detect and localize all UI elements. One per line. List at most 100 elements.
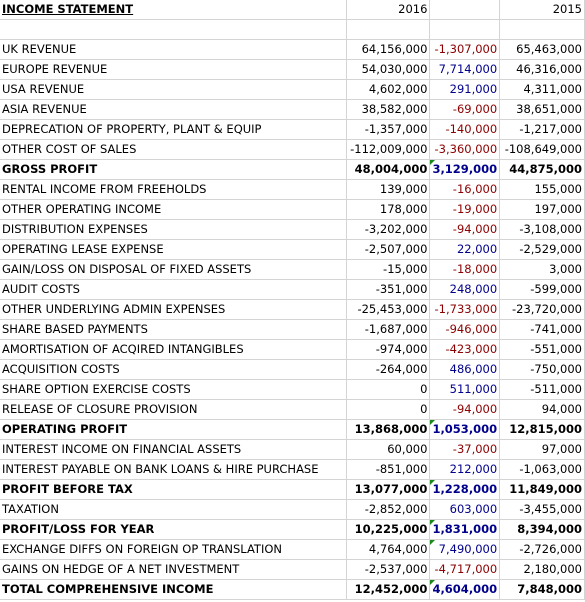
value-2015-cell[interactable]: 197,000 xyxy=(499,199,585,220)
value-2015-cell[interactable]: -511,000 xyxy=(499,379,585,400)
blank-cell[interactable] xyxy=(0,19,347,40)
value-2015-cell[interactable]: 3,000 xyxy=(499,259,585,280)
value-2016-cell[interactable]: -25,453,000 xyxy=(346,299,431,320)
difference-cell[interactable]: -37,000 xyxy=(429,439,501,460)
value-2016-cell[interactable]: -3,202,000 xyxy=(346,219,431,240)
blank-cell[interactable] xyxy=(499,19,585,40)
difference-cell[interactable]: -94,000 xyxy=(429,399,501,420)
value-2016-cell[interactable]: 13,077,000 xyxy=(346,479,431,500)
row-label-cell[interactable]: TAXATION xyxy=(0,499,347,520)
value-2016-cell[interactable]: -1,357,000 xyxy=(346,119,431,140)
row-label-cell[interactable]: UK REVENUE xyxy=(0,39,347,60)
row-label-cell[interactable]: EUROPE REVENUE xyxy=(0,59,347,80)
year-current-header[interactable]: 2016 xyxy=(346,0,431,20)
value-2016-cell[interactable]: 139,000 xyxy=(346,179,431,200)
difference-cell[interactable]: 22,000 xyxy=(429,239,501,260)
row-label-cell[interactable]: GAINS ON HEDGE OF A NET INVESTMENT xyxy=(0,559,347,580)
value-2016-cell[interactable]: 38,582,000 xyxy=(346,99,431,120)
row-label-cell[interactable]: PROFIT/LOSS FOR YEAR xyxy=(0,519,347,540)
row-label-cell[interactable]: INTEREST PAYABLE ON BANK LOANS & HIRE PU… xyxy=(0,459,347,480)
year-prior-header[interactable]: 2015 xyxy=(499,0,585,20)
difference-cell[interactable]: -3,360,000 xyxy=(429,139,501,160)
value-2016-cell[interactable]: 0 xyxy=(346,399,431,420)
value-2015-cell[interactable]: -2,726,000 xyxy=(499,539,585,560)
difference-cell[interactable]: -16,000 xyxy=(429,179,501,200)
value-2016-cell[interactable]: 48,004,000 xyxy=(346,159,431,180)
difference-cell[interactable]: 248,000 xyxy=(429,279,501,300)
difference-cell[interactable]: 486,000 xyxy=(429,359,501,380)
value-2016-cell[interactable]: 178,000 xyxy=(346,199,431,220)
row-label-cell[interactable]: AMORTISATION OF ACQIRED INTANGIBLES xyxy=(0,339,347,360)
difference-cell[interactable]: 7,714,000 xyxy=(429,59,501,80)
difference-cell[interactable]: 1,831,000 xyxy=(429,519,501,540)
value-2016-cell[interactable]: 60,000 xyxy=(346,439,431,460)
value-2016-cell[interactable]: 0 xyxy=(346,379,431,400)
row-label-cell[interactable]: SHARE OPTION EXERCISE COSTS xyxy=(0,379,347,400)
difference-cell[interactable]: -18,000 xyxy=(429,259,501,280)
value-2015-cell[interactable]: -2,529,000 xyxy=(499,239,585,260)
value-2015-cell[interactable]: 12,815,000 xyxy=(499,419,585,440)
row-label-cell[interactable]: ACQUISITION COSTS xyxy=(0,359,347,380)
difference-cell[interactable]: -423,000 xyxy=(429,339,501,360)
value-2015-cell[interactable]: -551,000 xyxy=(499,339,585,360)
value-2015-cell[interactable]: 38,651,000 xyxy=(499,99,585,120)
value-2016-cell[interactable]: 54,030,000 xyxy=(346,59,431,80)
row-label-cell[interactable]: RENTAL INCOME FROM FREEHOLDS xyxy=(0,179,347,200)
diff-header-cell[interactable] xyxy=(429,0,501,20)
row-label-cell[interactable]: OTHER UNDERLYING ADMIN EXPENSES xyxy=(0,299,347,320)
value-2016-cell[interactable]: 64,156,000 xyxy=(346,39,431,60)
difference-cell[interactable]: -1,733,000 xyxy=(429,299,501,320)
value-2016-cell[interactable]: 12,452,000 xyxy=(346,579,431,600)
value-2015-cell[interactable]: 97,000 xyxy=(499,439,585,460)
value-2015-cell[interactable]: 65,463,000 xyxy=(499,39,585,60)
difference-cell[interactable]: 1,228,000 xyxy=(429,479,501,500)
row-label-cell[interactable]: OTHER COST OF SALES xyxy=(0,139,347,160)
value-2015-cell[interactable]: -108,649,000 xyxy=(499,139,585,160)
sheet-title-cell[interactable]: INCOME STATEMENT xyxy=(0,0,347,20)
difference-cell[interactable]: -4,717,000 xyxy=(429,559,501,580)
row-label-cell[interactable]: GROSS PROFIT xyxy=(0,159,347,180)
value-2016-cell[interactable]: -2,537,000 xyxy=(346,559,431,580)
row-label-cell[interactable]: AUDIT COSTS xyxy=(0,279,347,300)
value-2015-cell[interactable]: 2,180,000 xyxy=(499,559,585,580)
value-2015-cell[interactable]: 44,875,000 xyxy=(499,159,585,180)
value-2015-cell[interactable]: 11,849,000 xyxy=(499,479,585,500)
row-label-cell[interactable]: GAIN/LOSS ON DISPOSAL OF FIXED ASSETS xyxy=(0,259,347,280)
value-2015-cell[interactable]: 7,848,000 xyxy=(499,579,585,600)
difference-cell[interactable]: 1,053,000 xyxy=(429,419,501,440)
value-2016-cell[interactable]: 13,868,000 xyxy=(346,419,431,440)
value-2016-cell[interactable]: -2,852,000 xyxy=(346,499,431,520)
difference-cell[interactable]: -1,307,000 xyxy=(429,39,501,60)
difference-cell[interactable]: -140,000 xyxy=(429,119,501,140)
row-label-cell[interactable]: TOTAL COMPREHENSIVE INCOME xyxy=(0,579,347,600)
row-label-cell[interactable]: SHARE BASED PAYMENTS xyxy=(0,319,347,340)
value-2015-cell[interactable]: 46,316,000 xyxy=(499,59,585,80)
difference-cell[interactable]: 4,604,000 xyxy=(429,579,501,600)
value-2015-cell[interactable]: -23,720,000 xyxy=(499,299,585,320)
row-label-cell[interactable]: PROFIT BEFORE TAX xyxy=(0,479,347,500)
value-2016-cell[interactable]: 4,602,000 xyxy=(346,79,431,100)
row-label-cell[interactable]: DEPRECATION OF PROPERTY, PLANT & EQUIP xyxy=(0,119,347,140)
row-label-cell[interactable]: INTEREST INCOME ON FINANCIAL ASSETS xyxy=(0,439,347,460)
value-2015-cell[interactable]: -1,217,000 xyxy=(499,119,585,140)
value-2015-cell[interactable]: -3,108,000 xyxy=(499,219,585,240)
value-2016-cell[interactable]: -15,000 xyxy=(346,259,431,280)
value-2016-cell[interactable]: -2,507,000 xyxy=(346,239,431,260)
value-2015-cell[interactable]: -1,063,000 xyxy=(499,459,585,480)
value-2016-cell[interactable]: 4,764,000 xyxy=(346,539,431,560)
difference-cell[interactable]: -19,000 xyxy=(429,199,501,220)
difference-cell[interactable]: 603,000 xyxy=(429,499,501,520)
value-2015-cell[interactable]: -3,455,000 xyxy=(499,499,585,520)
difference-cell[interactable]: 291,000 xyxy=(429,79,501,100)
value-2015-cell[interactable]: -741,000 xyxy=(499,319,585,340)
difference-cell[interactable]: -946,000 xyxy=(429,319,501,340)
difference-cell[interactable]: 212,000 xyxy=(429,459,501,480)
difference-cell[interactable]: -69,000 xyxy=(429,99,501,120)
blank-cell[interactable] xyxy=(346,19,431,40)
value-2016-cell[interactable]: -351,000 xyxy=(346,279,431,300)
value-2015-cell[interactable]: 94,000 xyxy=(499,399,585,420)
value-2016-cell[interactable]: -1,687,000 xyxy=(346,319,431,340)
value-2015-cell[interactable]: 4,311,000 xyxy=(499,79,585,100)
row-label-cell[interactable]: OTHER OPERATING INCOME xyxy=(0,199,347,220)
row-label-cell[interactable]: OPERATING PROFIT xyxy=(0,419,347,440)
